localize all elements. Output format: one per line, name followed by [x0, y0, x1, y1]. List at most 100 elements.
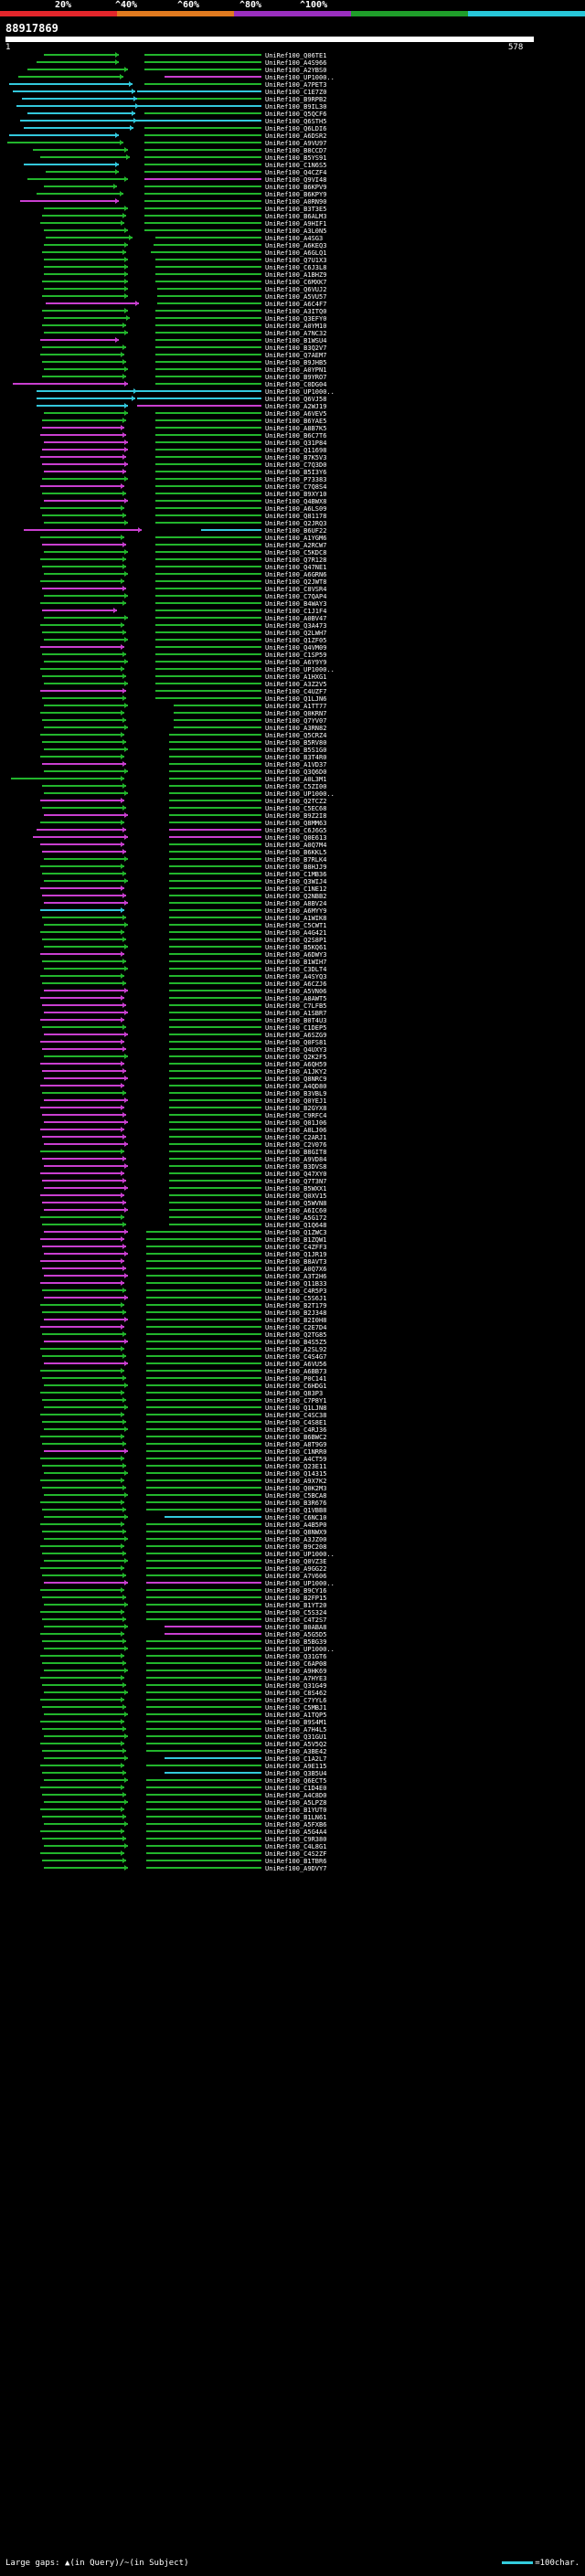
hit-label[interactable]: UniRef100_Q1JR19: [265, 1251, 326, 1258]
hit-label[interactable]: UniRef100_Q7AEM7: [265, 352, 326, 359]
hit-label[interactable]: UniRef100_C1N6S5: [265, 162, 326, 169]
hit-label[interactable]: UniRef100_Q8NWX9: [265, 1529, 326, 1536]
hit-label[interactable]: UniRef100_C4UZF7: [265, 688, 326, 695]
hit-label[interactable]: UniRef100_C5S6J1: [265, 1295, 326, 1302]
hit-label[interactable]: UniRef100_C4RJ36: [265, 1426, 326, 1434]
hit-label[interactable]: UniRef100_B6KPY9: [265, 191, 326, 198]
hit-label[interactable]: UniRef100_B8CCD7: [265, 147, 326, 154]
hit-label[interactable]: UniRef100_C7Q3D0: [265, 461, 326, 469]
hit-label[interactable]: UniRef100_C1A2L7: [265, 1755, 326, 1763]
hit-label[interactable]: UniRef100_C8VSR4: [265, 586, 326, 593]
hit-label[interactable]: UniRef100_C3DLT4: [265, 966, 326, 973]
hit-label[interactable]: UniRef100_A7PET3: [265, 81, 326, 89]
hit-label[interactable]: UniRef100_Q1Q648: [265, 1222, 326, 1229]
hit-label[interactable]: UniRef100_Q1VBB8: [265, 1507, 326, 1514]
hit-label[interactable]: UniRef100_A8AWT5: [265, 995, 326, 1002]
hit-label[interactable]: UniRef100_B5KQ61: [265, 944, 326, 951]
hit-label[interactable]: UniRef100_C1DEP5: [265, 1024, 326, 1032]
hit-label[interactable]: UniRef100_B0T4U3: [265, 1017, 326, 1024]
hit-label[interactable]: UniRef100_Q2S8P1: [265, 937, 326, 944]
hit-label[interactable]: UniRef100_C5ZI00: [265, 783, 326, 790]
hit-label[interactable]: UniRef100_B3R676: [265, 1500, 326, 1507]
hit-label[interactable]: UniRef100_Q6STH5: [265, 118, 326, 125]
hit-label[interactable]: UniRef100_C5KDC8: [265, 549, 326, 557]
hit-label[interactable]: UniRef100_Q1LJN8: [265, 1405, 326, 1412]
hit-label[interactable]: UniRef100_Q83P3: [265, 1390, 323, 1397]
hit-label[interactable]: UniRef100_Q3EFY0: [265, 315, 326, 323]
hit-label[interactable]: UniRef100_UP1000..: [265, 388, 335, 396]
hit-label[interactable]: UniRef100_B6UF22: [265, 527, 326, 535]
hit-label[interactable]: UniRef100_UP1000..: [265, 790, 335, 798]
hit-label[interactable]: UniRef100_A1HXG1: [265, 673, 326, 681]
hit-label[interactable]: UniRef100_B2T179: [265, 1302, 326, 1309]
hit-label[interactable]: UniRef100_B4S5Z5: [265, 1339, 326, 1346]
hit-label[interactable]: UniRef100_A3JZ00: [265, 1536, 326, 1543]
hit-label[interactable]: UniRef100_B6BWC2: [265, 1434, 326, 1441]
hit-label[interactable]: UniRef100_A6Y9Y9: [265, 659, 326, 666]
hit-label[interactable]: UniRef100_B7RLK4: [265, 856, 326, 864]
hit-label[interactable]: UniRef100_Q5CRZ4: [265, 732, 326, 739]
hit-label[interactable]: UniRef100_P0C141: [265, 1375, 326, 1383]
hit-label[interactable]: UniRef100_C7Q8S4: [265, 483, 326, 491]
hit-label[interactable]: UniRef100_C6AP08: [265, 1660, 326, 1668]
hit-label[interactable]: UniRef100_B1YUT0: [265, 1807, 326, 1814]
hit-label[interactable]: UniRef100_B6ALM3: [265, 213, 326, 220]
hit-label[interactable]: UniRef100_C4T2S7: [265, 1617, 326, 1624]
hit-label[interactable]: UniRef100_A9VU97: [265, 140, 326, 147]
hit-label[interactable]: UniRef100_A9DVY7: [265, 1865, 326, 1872]
hit-label[interactable]: UniRef100_A4B5P0: [265, 1521, 326, 1529]
hit-label[interactable]: UniRef100_C2V076: [265, 1141, 326, 1149]
hit-label[interactable]: UniRef100_A6DSR2: [265, 133, 326, 140]
hit-label[interactable]: UniRef100_C6J6G5: [265, 827, 326, 834]
hit-label[interactable]: UniRef100_A9E115: [265, 1763, 326, 1770]
hit-label[interactable]: UniRef100_A6KEQ3: [265, 242, 326, 249]
hit-label[interactable]: UniRef100_Q31P84: [265, 440, 326, 447]
hit-label[interactable]: UniRef100_Q4CZF4: [265, 169, 326, 176]
hit-label[interactable]: UniRef100_Q2TG85: [265, 1331, 326, 1339]
hit-label[interactable]: UniRef100_A0YM10: [265, 323, 326, 330]
hit-label[interactable]: UniRef100_A3T2H6: [265, 1273, 326, 1280]
hit-label[interactable]: UniRef100_B5YS91: [265, 154, 326, 162]
hit-label[interactable]: UniRef100_B3VBL9: [265, 1090, 326, 1097]
hit-label[interactable]: UniRef100_C4SC38: [265, 1412, 326, 1419]
hit-label[interactable]: UniRef100_C6MXK7: [265, 279, 326, 286]
hit-label[interactable]: UniRef100_A8BV24: [265, 900, 326, 907]
hit-label[interactable]: UniRef100_A6C4F7: [265, 301, 326, 308]
hit-label[interactable]: UniRef100_C1D4E0: [265, 1785, 326, 1792]
hit-label[interactable]: UniRef100_C7P8Y1: [265, 1397, 326, 1405]
hit-label[interactable]: UniRef100_Q1ZWC3: [265, 1229, 326, 1236]
hit-label[interactable]: UniRef100_A4QD80: [265, 1083, 326, 1090]
hit-label[interactable]: UniRef100_B9RPB2: [265, 96, 326, 103]
hit-label[interactable]: UniRef100_A4S966: [265, 59, 326, 67]
hit-label[interactable]: UniRef100_C8S462: [265, 1690, 326, 1697]
hit-label[interactable]: UniRef100_Q6VUJ2: [265, 286, 326, 293]
hit-label[interactable]: UniRef100_Q2LWH7: [265, 630, 326, 637]
hit-label[interactable]: UniRef100_A3Z2V5: [265, 681, 326, 688]
hit-label[interactable]: UniRef100_B3T4R0: [265, 754, 326, 761]
hit-label[interactable]: UniRef100_B6KKL5: [265, 849, 326, 856]
hit-label[interactable]: UniRef100_A1JKY2: [265, 1068, 326, 1076]
hit-label[interactable]: UniRef100_Q1LJN6: [265, 695, 326, 703]
hit-label[interactable]: UniRef100_C5EC68: [265, 805, 326, 812]
hit-label[interactable]: UniRef100_B8GIT8: [265, 1149, 326, 1156]
hit-label[interactable]: UniRef100_A2WJ19: [265, 403, 326, 410]
hit-label[interactable]: UniRef100_Q0E613: [265, 834, 326, 842]
hit-label[interactable]: UniRef100_A3ITQ0: [265, 308, 326, 315]
hit-label[interactable]: UniRef100_C6HDG1: [265, 1383, 326, 1390]
hit-label[interactable]: UniRef100_A6VEV5: [265, 410, 326, 418]
hit-label[interactable]: UniRef100_Q06TE1: [265, 52, 326, 59]
hit-label[interactable]: UniRef100_Q0KRN7: [265, 710, 326, 717]
hit-label[interactable]: UniRef100_A1VD37: [265, 761, 326, 769]
hit-label[interactable]: UniRef100_C4L8G1: [265, 1843, 326, 1850]
hit-label[interactable]: UniRef100_A0Q7M4: [265, 842, 326, 849]
hit-label[interactable]: UniRef100_A4SYQ3: [265, 973, 326, 981]
hit-label[interactable]: UniRef100_B6KPV9: [265, 184, 326, 191]
hit-label[interactable]: UniRef100_B8HJJ9: [265, 864, 326, 871]
hit-label[interactable]: UniRef100_A6DWY3: [265, 951, 326, 959]
hit-label[interactable]: UniRef100_Q6ECT5: [265, 1777, 326, 1785]
hit-label[interactable]: UniRef100_P73383: [265, 476, 326, 483]
hit-label[interactable]: UniRef100_B1WSU4: [265, 337, 326, 345]
hit-label[interactable]: UniRef100_A2YBS0: [265, 67, 326, 74]
hit-label[interactable]: UniRef100_B3Q2V7: [265, 345, 326, 352]
hit-label[interactable]: UniRef100_A5FXB6: [265, 1821, 326, 1829]
